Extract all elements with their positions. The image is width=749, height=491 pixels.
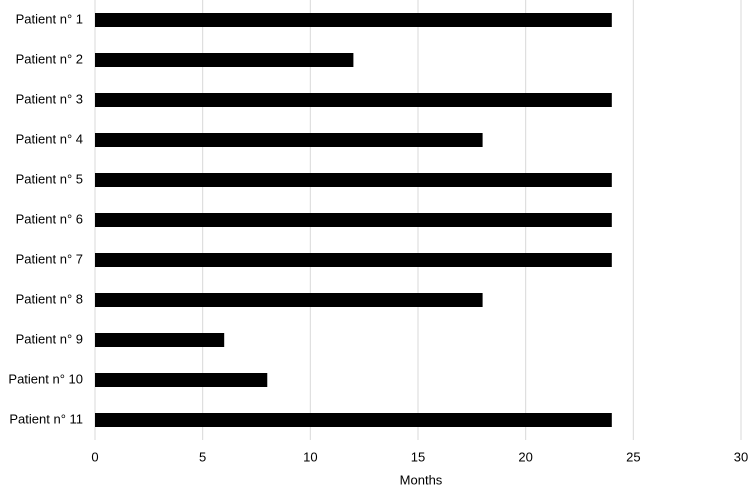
x-tick-label: 20 (518, 449, 532, 464)
y-tick-label: Patient n° 2 (16, 51, 83, 66)
y-tick-label: Patient n° 7 (16, 251, 83, 266)
y-tick-label: Patient n° 5 (16, 171, 83, 186)
bar (95, 373, 268, 387)
x-tick-label: 25 (626, 449, 640, 464)
x-tick-label: 5 (199, 449, 206, 464)
x-tick-label: 15 (411, 449, 425, 464)
x-tick-label: 10 (303, 449, 317, 464)
bar (95, 213, 612, 227)
y-tick-label: Patient n° 6 (16, 211, 83, 226)
y-tick-label: Patient n° 3 (16, 91, 83, 106)
bar (95, 413, 612, 427)
bar (95, 13, 612, 27)
bar (95, 93, 612, 107)
y-tick-label: Patient n° 1 (16, 11, 83, 26)
x-tick-label: 30 (734, 449, 748, 464)
y-tick-label: Patient n° 10 (8, 371, 83, 386)
x-tick-label: 0 (91, 449, 98, 464)
y-tick-label: Patient n° 11 (9, 411, 83, 426)
bar (95, 53, 354, 67)
bar (95, 253, 612, 267)
y-tick-label: Patient n° 4 (16, 131, 83, 146)
x-axis-title: Months (400, 472, 443, 487)
bar (95, 293, 483, 307)
y-tick-label: Patient n° 9 (16, 331, 83, 346)
bar (95, 333, 225, 347)
y-tick-label: Patient n° 8 (16, 291, 83, 306)
bar (95, 173, 612, 187)
bar (95, 133, 483, 147)
